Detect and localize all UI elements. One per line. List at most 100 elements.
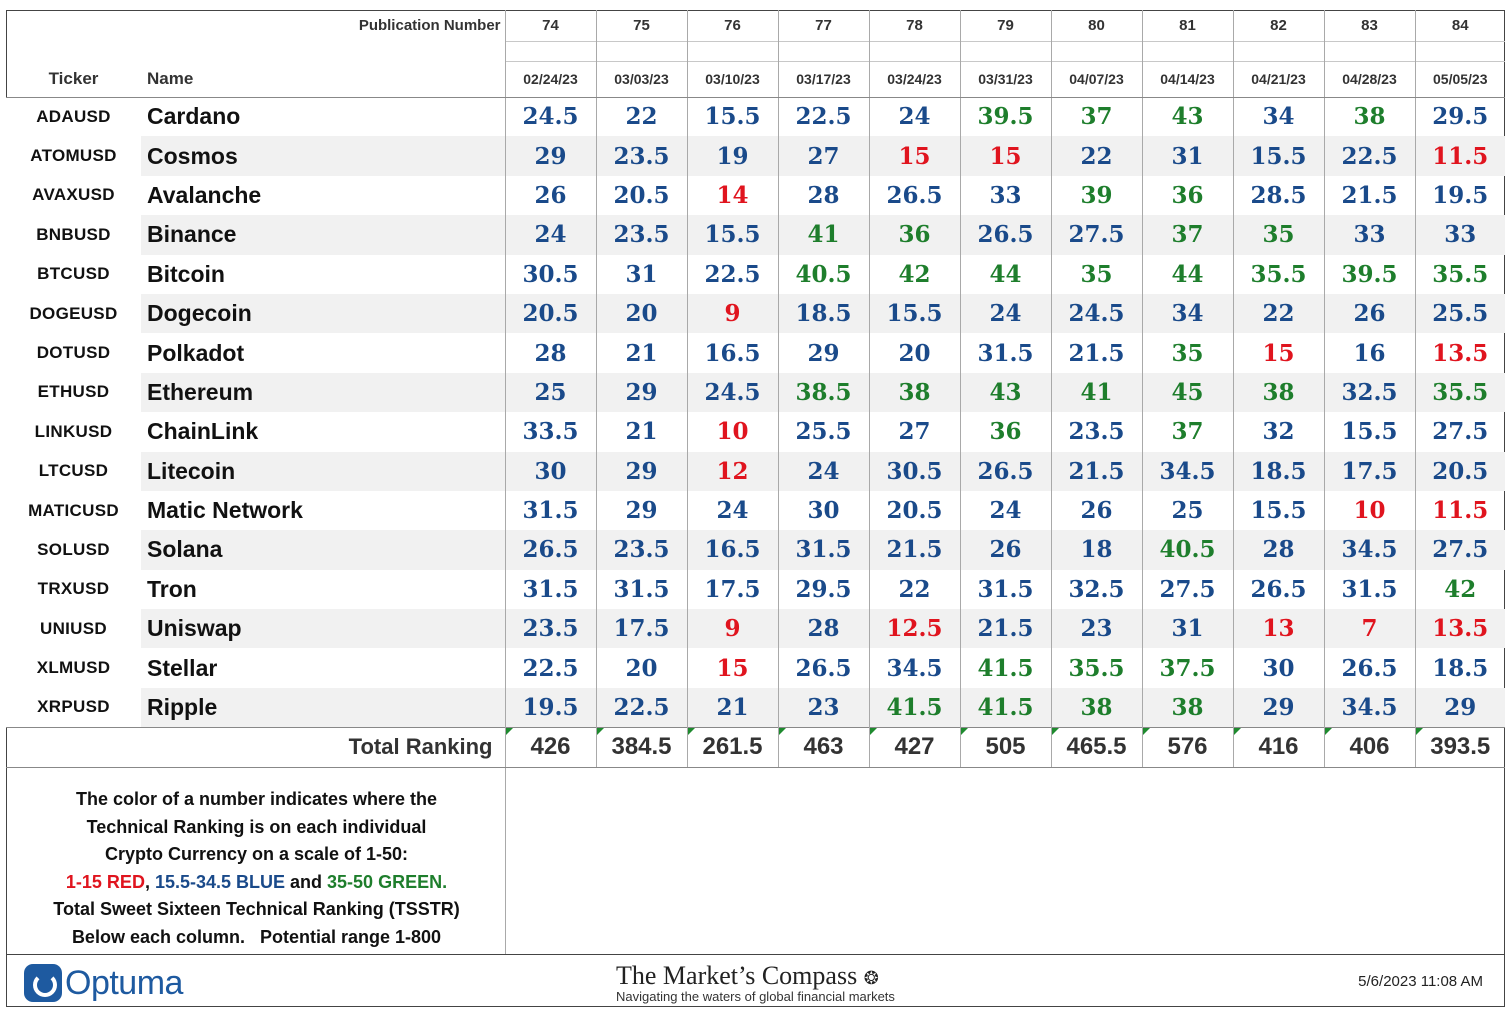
ranking-value: 32 [1232, 412, 1324, 452]
spacer-cell [141, 41, 505, 61]
market-compass-logo: The Market’s Compass ❂ Navigating the wa… [616, 961, 895, 1004]
ranking-value: 26 [959, 530, 1051, 570]
ranking-value: 36 [868, 215, 960, 255]
ticker-cell: XLMUSD [6, 648, 141, 688]
ranking-value: 21 [595, 333, 687, 373]
ranking-value: 26.5 [1323, 648, 1415, 688]
total-ranking-value: 384.5 [595, 726, 687, 768]
spacer-cell [686, 40, 778, 61]
ranking-value: 41 [777, 215, 869, 255]
spacer-cell [6, 10, 141, 41]
ranking-value: 9 [686, 609, 778, 649]
ranking-value: 9 [686, 293, 778, 334]
ranking-value: 41.5 [959, 687, 1051, 728]
ranking-value: 30 [504, 451, 596, 491]
ranking-value: 22.5 [595, 687, 687, 728]
ranking-value: 22 [868, 569, 960, 610]
legend-line: Below each column. Potential range 1-800 [71, 926, 442, 947]
ranking-value: 15.5 [686, 97, 778, 137]
footer: Optuma The Market’s Compass ❂ Navigating… [6, 954, 1505, 1008]
name-cell: Avalanche [147, 181, 262, 208]
ranking-value: 15 [868, 136, 960, 176]
ranking-table: Publication Number 74 75 76 77 78 79 80 81 82 83 84… [6, 10, 1505, 768]
ranking-value: 26 [504, 175, 596, 216]
total-ranking-row: Total Ranking 426 384.5 261.5 463 427 505 465.5… [6, 726, 1505, 768]
ticker-cell: BNBUSD [6, 215, 141, 255]
date-header: 05/05/23 [1414, 60, 1505, 98]
ranking-value: 21.5 [1323, 175, 1415, 216]
ranking-value: 21.5 [1050, 451, 1142, 491]
ranking-value: 26.5 [868, 175, 960, 216]
legend-line: Total Sweet Sixteen Technical Ranking (T… [53, 899, 460, 919]
ranking-value: 27 [868, 412, 960, 452]
ranking-value: 23.5 [1050, 412, 1142, 452]
spacer-cell [504, 40, 596, 61]
compass-subtitle: Navigating the waters of global financia… [616, 989, 895, 1004]
ranking-value: 38 [1232, 372, 1324, 413]
ranking-value: 30 [1232, 648, 1324, 688]
ranking-value: 35.5 [1232, 254, 1324, 294]
ranking-value: 31.5 [959, 333, 1051, 373]
legend-line: Technical Ranking is on each individual [86, 816, 427, 837]
ranking-value: 22 [595, 97, 687, 137]
ranking-value: 37.5 [1141, 648, 1233, 688]
date-header: 04/07/23 [1050, 60, 1142, 98]
ranking-value: 13.5 [1414, 609, 1505, 649]
name-cell: ChainLink [147, 418, 259, 445]
publication-number: 80 [1050, 10, 1142, 41]
ranking-value: 28.5 [1232, 175, 1324, 216]
publication-number: 79 [959, 10, 1051, 41]
ranking-value: 37 [1050, 97, 1142, 137]
publication-number: 84 [1414, 10, 1505, 41]
table-row: UNIUSD Uniswap 23.5 17.5 9 28 12.5 21.5 23 31 13 7 1… [6, 609, 1505, 649]
ranking-value: 37 [1141, 215, 1233, 255]
name-cell: Binance [141, 215, 505, 255]
ranking-value: 18 [1050, 530, 1142, 570]
name-cell: Tron [147, 575, 197, 602]
ranking-value: 24 [959, 490, 1051, 531]
ranking-value: 22 [1232, 293, 1324, 334]
ranking-value: 19 [686, 136, 778, 176]
date-header: 03/24/23 [868, 60, 960, 98]
ranking-value: 29 [1414, 687, 1505, 728]
legend-sep: , [144, 871, 155, 892]
ranking-value: 28 [777, 175, 869, 216]
ranking-value: 13.5 [1414, 333, 1505, 373]
ticker-cell: UNIUSD [6, 609, 141, 649]
table-row: LINKUSD ChainLink 33.5 21 10 25.5 27 36 23.5 37 32… [6, 412, 1505, 452]
ranking-value: 29 [777, 333, 869, 373]
ranking-value: 12 [686, 451, 778, 491]
ranking-value: 22.5 [1323, 136, 1415, 176]
ranking-value: 35 [1141, 333, 1233, 373]
ticker-cell: MATICUSD [6, 490, 141, 531]
table-row: MATICUSD Matic Network 31.5 29 24 30 20.5 24 26 2… [6, 490, 1505, 531]
ranking-value: 22 [1050, 136, 1142, 176]
table-row: LTCUSD Litecoin 30 29 12 24 30.5 26.5 21.5 34.5 18… [6, 451, 1505, 491]
ranking-value: 45 [1141, 372, 1233, 413]
ranking-value: 43 [1141, 97, 1233, 137]
ranking-value: 36 [1141, 175, 1233, 216]
ranking-value: 27.5 [1141, 569, 1233, 610]
ticker-cell: AVAXUSD [6, 175, 141, 216]
ranking-value: 20 [595, 648, 687, 688]
compass-title: The Market’s Compass ❂ [616, 961, 879, 990]
ranking-value: 10 [686, 412, 778, 452]
ranking-value: 31 [595, 254, 687, 294]
column-header-row: Ticker Name 02/24/23 03/03/23 03/10/23 03/17/… [6, 60, 1505, 98]
optuma-logo: Optuma [24, 963, 183, 1003]
spacer-row [6, 40, 1505, 61]
table-row: ADAUSD Cardano 24.5 22 15.5 22.5 24 39.5 37 43 34 3… [6, 97, 1505, 137]
publication-number: 82 [1232, 10, 1324, 41]
ranking-value: 24 [777, 451, 869, 491]
total-ranking-value: 261.5 [686, 726, 778, 768]
ranking-value: 26.5 [504, 530, 596, 570]
timestamp: 5/6/2023 11:08 AM [1358, 973, 1483, 990]
spacer-cell [1141, 40, 1233, 61]
ranking-value: 39.5 [1323, 254, 1415, 294]
legend-divider [505, 768, 506, 954]
ranking-value: 38 [1323, 97, 1415, 137]
ranking-value: 10 [1323, 490, 1415, 531]
ranking-value: 29.5 [1414, 97, 1505, 137]
ranking-value: 20.5 [1414, 451, 1505, 491]
ranking-value: 28 [777, 609, 869, 649]
